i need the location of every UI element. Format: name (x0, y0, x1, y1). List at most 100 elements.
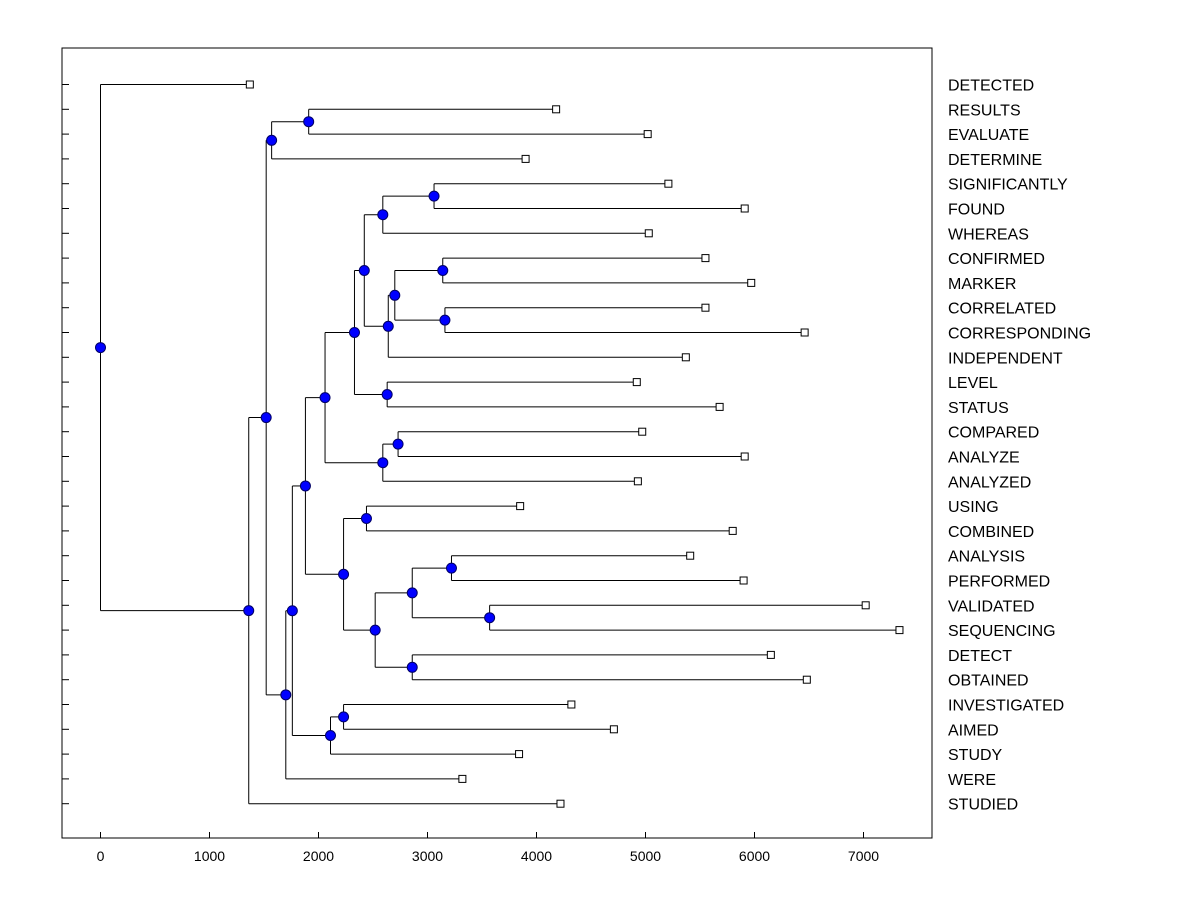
leaf-marker (632, 378, 641, 387)
leaf-label: SIGNIFICANTLY (948, 177, 1068, 194)
merge-node (360, 513, 372, 524)
merge-node (266, 134, 278, 146)
leaf-marker (747, 278, 756, 287)
leaf-label: DETECT (948, 648, 1012, 665)
leaf-marker (739, 576, 748, 585)
leaf-label: LEVEL (948, 375, 998, 392)
merge-node (358, 265, 370, 276)
merge-node (260, 412, 272, 424)
merge-node (437, 265, 449, 276)
leaf-marker (638, 427, 647, 436)
leaf-marker (515, 750, 524, 759)
leaf-label: RESULTS (948, 102, 1021, 119)
dendrogram-links (100, 84, 900, 805)
leaf-label: EVALUATE (948, 127, 1029, 144)
leaf-marker (664, 179, 673, 188)
merge-node (338, 568, 350, 580)
leaf-label: CORRELATED (948, 301, 1056, 318)
merge-node (484, 612, 496, 624)
merge-node (439, 314, 451, 326)
leaf-label: ANALYZE (948, 450, 1020, 467)
merge-node (389, 289, 401, 301)
merge-node (445, 562, 457, 574)
merge-node (338, 711, 350, 723)
x-tick-label: 3000 (412, 848, 443, 864)
leaf-label: CONFIRMED (948, 251, 1045, 268)
leaf-marker (800, 328, 809, 337)
leaf-labels: DETECTED RESULTS EVALUATE DETERMINE SIGNIFIC… (948, 78, 1091, 814)
merge-node (324, 730, 336, 741)
x-tick-label: 4000 (521, 848, 552, 864)
merge-node (348, 327, 360, 338)
merge-node (286, 605, 298, 617)
leaf-label: CORRESPONDING (948, 326, 1091, 343)
leaf-label: INDEPENDENT (948, 350, 1063, 367)
merge-node (319, 392, 331, 404)
leaf-markers (245, 80, 904, 808)
leaf-marker (701, 254, 710, 263)
merge-node (369, 624, 381, 636)
leaf-label: WHEREAS (948, 226, 1029, 243)
leaf-label: INVESTIGATED (948, 698, 1064, 715)
x-tick-label: 6000 (739, 848, 770, 864)
merge-node (243, 605, 255, 617)
leaf-marker (766, 650, 775, 659)
leaf-marker (458, 774, 467, 783)
row-ticks (62, 84, 69, 805)
merge-node (406, 661, 418, 673)
leaf-marker (644, 229, 653, 238)
merge-node (382, 320, 394, 332)
leaf-label: MARKER (948, 276, 1016, 293)
leaf-label: OBTAINED (948, 673, 1029, 690)
leaf-label: DETERMINE (948, 152, 1042, 169)
leaf-marker (556, 799, 565, 808)
leaf-label: ANALYZED (948, 474, 1031, 491)
leaf-marker (633, 477, 642, 486)
leaf-label: ANALYSIS (948, 549, 1025, 566)
leaf-marker (715, 402, 724, 411)
leaf-marker (245, 80, 254, 89)
leaf-marker (643, 130, 652, 139)
leaf-label: FOUND (948, 202, 1005, 219)
merge-node (381, 389, 393, 400)
merge-node (280, 689, 292, 701)
x-axis: 0 1000 2000 3000 4000 5000 6000 7000 (97, 832, 879, 864)
merge-node (303, 116, 315, 128)
leaf-marker (740, 204, 749, 213)
leaf-marker (728, 526, 737, 535)
leaf-marker (681, 353, 690, 362)
leaf-label: STUDIED (948, 797, 1018, 814)
leaf-marker (567, 700, 576, 709)
leaf-label: VALIDATED (948, 598, 1035, 615)
leaf-label: COMBINED (948, 524, 1034, 541)
leaf-marker (802, 675, 811, 684)
merge-node (95, 342, 106, 354)
leaf-marker (686, 551, 695, 560)
merge-node (406, 587, 418, 599)
leaf-marker (552, 105, 561, 114)
leaf-label: STATUS (948, 400, 1009, 417)
leaf-label: PERFORMED (948, 574, 1050, 591)
leaf-label: USING (948, 499, 999, 516)
merge-nodes (95, 116, 496, 741)
leaf-label: COMPARED (948, 425, 1039, 442)
merge-node (299, 480, 311, 492)
merge-node (392, 438, 404, 450)
x-tick-label: 0 (97, 848, 105, 864)
leaf-marker (609, 725, 618, 734)
x-tick-label: 5000 (630, 848, 661, 864)
leaf-marker (516, 502, 525, 511)
leaf-marker (521, 154, 530, 163)
leaf-label: DETECTED (948, 78, 1034, 95)
x-tick-label: 7000 (848, 848, 879, 864)
leaf-label: STUDY (948, 747, 1003, 764)
leaf-marker (861, 601, 870, 610)
x-tick-label: 1000 (194, 848, 225, 864)
merge-node (428, 190, 440, 202)
x-tick-label: 2000 (303, 848, 334, 864)
leaf-marker (701, 303, 710, 312)
merge-node (377, 209, 389, 221)
leaf-marker (895, 626, 904, 635)
leaf-marker (740, 452, 749, 461)
